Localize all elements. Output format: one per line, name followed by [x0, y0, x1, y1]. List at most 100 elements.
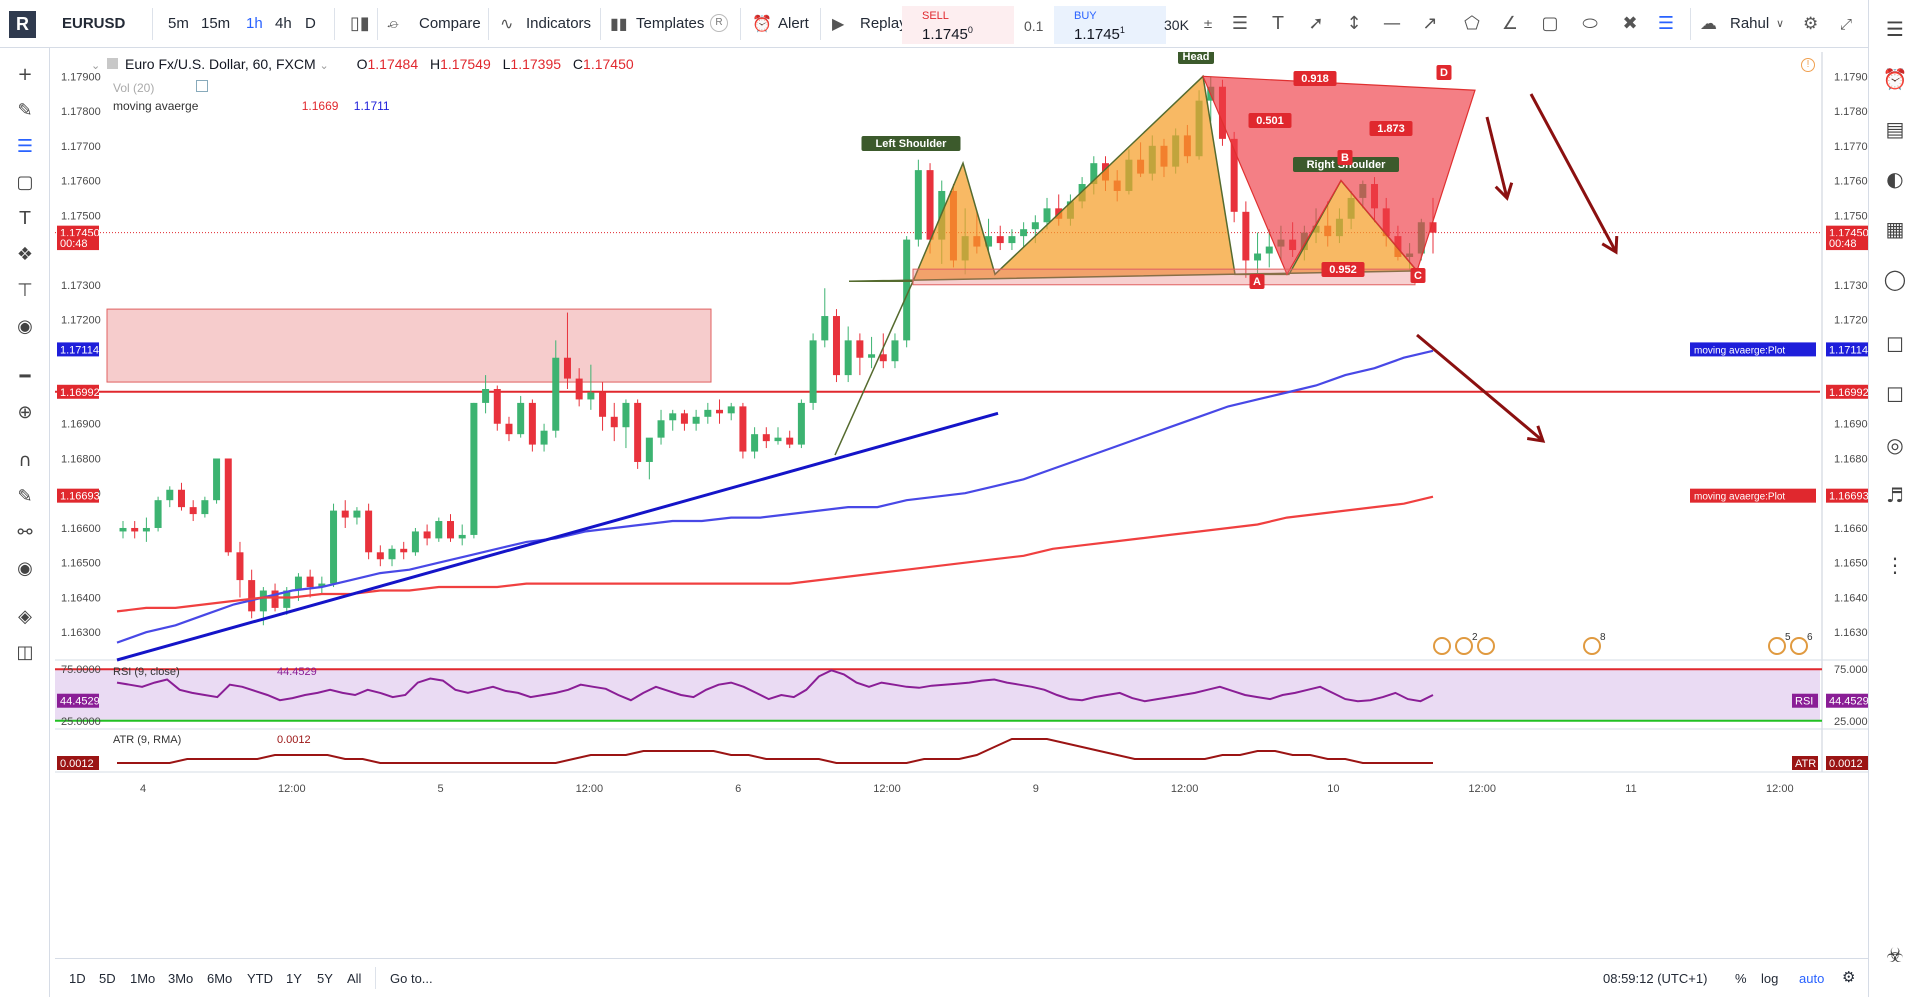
alert-button[interactable]: Alert	[778, 15, 809, 32]
ray-icon[interactable]: ↗	[1422, 13, 1438, 34]
interval-1h[interactable]: 1h	[246, 15, 263, 32]
compare-button[interactable]: Compare	[419, 15, 481, 32]
notifications-bell-icon[interactable]: ♬	[1886, 483, 1904, 507]
candle-body	[762, 434, 770, 442]
log-toggle[interactable]: log	[1761, 971, 1779, 986]
range-6mo[interactable]: 6Mo	[207, 971, 233, 986]
lines-tool-icon[interactable]: ☰	[16, 136, 34, 157]
interval-4h[interactable]: 4h	[275, 15, 292, 32]
horizontal-lines-icon[interactable]: ☰	[1231, 13, 1249, 34]
rectangle-icon[interactable]: ▢	[1541, 13, 1559, 34]
range-5y[interactable]: 5Y	[317, 971, 333, 986]
candle-body	[528, 402, 536, 445]
candle-style-icon[interactable]: ▯▮	[350, 13, 370, 34]
templates-icon[interactable]: ▮▮	[610, 14, 628, 33]
tradingview-logo-icon[interactable]: R	[9, 11, 36, 38]
candle-body	[926, 170, 934, 240]
price-axis-tag	[1826, 342, 1868, 357]
lock-pencil-icon[interactable]: ✎	[17, 486, 33, 507]
trash-icon[interactable]: ◫	[16, 642, 34, 663]
replay-icon[interactable]: ▶	[832, 14, 845, 33]
hotlist-icon[interactable]: ◐	[1886, 167, 1904, 191]
angle-icon[interactable]: ∠	[1501, 13, 1519, 34]
indicators-button[interactable]: Indicators	[526, 15, 592, 32]
candle-body	[1265, 246, 1273, 254]
crosshair-icon[interactable]: +	[17, 64, 33, 85]
zoom-icon[interactable]: ⊕	[17, 402, 33, 423]
y-tick-label: 1.16900	[1834, 419, 1868, 431]
warning-icon[interactable]: !	[1801, 58, 1815, 72]
interval-15m[interactable]: 15m	[201, 15, 231, 32]
layers-icon[interactable]: ◈	[18, 606, 32, 627]
price-chart-canvas[interactable]: 1.17900 1.17800 1.17700 1.17600 1.17500 1.173…	[55, 52, 1868, 958]
trade-panel: SELL 1.17450 0.1 BUY 1.17451 30K	[902, 4, 1198, 46]
fib-retracement-icon[interactable]: ☰	[1657, 13, 1675, 34]
range-ytd[interactable]: YTD	[247, 971, 273, 986]
range-all[interactable]: All	[347, 971, 362, 986]
prediction-icon[interactable]: ⊤	[17, 280, 33, 301]
compare-icon[interactable]: ⌮	[387, 14, 399, 33]
xabcd-pattern-icon[interactable]: ✖	[1622, 13, 1638, 34]
chart-settings-gear-icon[interactable]: ⚙	[1842, 968, 1856, 986]
idea-lightbulb-icon[interactable]: ◯	[1883, 267, 1907, 291]
buy-button[interactable]: BUY 1.17451	[1054, 6, 1166, 44]
magnet-icon[interactable]: ∩	[18, 450, 32, 471]
chat-icon[interactable]: ☐	[1886, 333, 1904, 357]
vertical-line-icon[interactable]: ↕	[1346, 13, 1362, 34]
interval-5m[interactable]: 5m	[168, 15, 189, 32]
interval-d[interactable]: D	[305, 15, 316, 32]
user-menu[interactable]: Rahul	[1730, 15, 1770, 32]
lock-icon[interactable]: ⚯	[17, 522, 33, 543]
symbol-search[interactable]: EURUSD	[62, 15, 126, 32]
cloud-icon[interactable]: ☁	[1700, 14, 1717, 34]
title-chevron-icon[interactable]: ⌄	[319, 60, 329, 72]
text-tool-icon[interactable]: T	[1272, 13, 1284, 34]
streams-icon[interactable]: ◎	[1886, 433, 1904, 457]
pencil-icon[interactable]: ✎	[17, 100, 33, 121]
event-count-badge: 6	[1807, 632, 1813, 643]
trend-line-icon[interactable]: ➚	[1308, 13, 1324, 34]
bug-report-icon[interactable]: ☣	[1886, 943, 1904, 967]
ellipse-icon[interactable]: ⬭	[1582, 13, 1598, 34]
eye-icon[interactable]: ◉	[17, 316, 33, 337]
shape-icon[interactable]: ▢	[16, 172, 34, 193]
percent-toggle[interactable]: %	[1735, 971, 1747, 986]
sell-button[interactable]: SELL 1.17450	[902, 6, 1014, 44]
ma-value-1: 1.1669	[301, 99, 339, 113]
templates-button[interactable]: Templates	[636, 15, 705, 32]
range-1d[interactable]: 1D	[69, 971, 86, 986]
fullscreen-icon[interactable]: ⤢	[1840, 15, 1853, 33]
ruler-icon[interactable]: ━	[19, 366, 31, 387]
indicators-icon[interactable]: ∿	[500, 14, 514, 33]
rsi-series-tag	[1792, 693, 1818, 708]
text-icon[interactable]: T	[19, 208, 31, 229]
candle-body	[774, 437, 782, 442]
ratio-label: 0.501	[1256, 115, 1284, 127]
chart-area[interactable]: 1.17900 1.17800 1.17700 1.17600 1.17500 1.173…	[55, 52, 1868, 958]
collapse-chevron-icon[interactable]: ⌄	[91, 60, 101, 72]
range-1y[interactable]: 1Y	[286, 971, 302, 986]
range-3mo[interactable]: 3Mo	[168, 971, 194, 986]
horizontal-line-icon[interactable]: —	[1383, 13, 1401, 34]
auto-toggle[interactable]: auto	[1799, 971, 1825, 986]
calendar-icon[interactable]: ▦	[1885, 217, 1905, 241]
visibility-icon[interactable]: ◉	[17, 558, 33, 579]
pattern-icon[interactable]: ❖	[16, 244, 34, 265]
watchlist-icon[interactable]: ☰	[1886, 17, 1904, 41]
alarm-clock-icon[interactable]: ⏰	[1882, 67, 1908, 91]
replay-button[interactable]: Replay	[860, 15, 907, 32]
data-window-icon[interactable]: ▤	[1885, 117, 1905, 141]
messages-icon[interactable]: ☐	[1886, 383, 1904, 407]
range-1mo[interactable]: 1Mo	[130, 971, 156, 986]
goto-button[interactable]: Go to...	[390, 971, 433, 986]
order-panel-icon[interactable]: ⋮	[1885, 553, 1905, 577]
range-5d[interactable]: 5D	[99, 971, 116, 986]
chevron-down-icon[interactable]: ∨	[1776, 17, 1785, 30]
plus-minus-icon[interactable]: ±	[1202, 17, 1214, 31]
quantity-field[interactable]: 30K	[1164, 17, 1189, 33]
x-tick-label: 4	[140, 783, 146, 795]
polyline-icon[interactable]: ⬠	[1464, 13, 1480, 34]
eye-toggle-icon[interactable]	[195, 80, 208, 92]
alert-clock-icon[interactable]: ⏰	[752, 14, 772, 33]
settings-gear-icon[interactable]: ⚙	[1803, 14, 1819, 34]
